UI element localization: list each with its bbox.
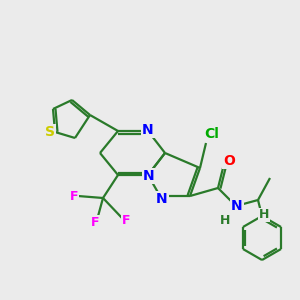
Text: F: F	[122, 214, 130, 226]
Text: N: N	[142, 123, 154, 137]
Text: F: F	[70, 190, 78, 202]
Text: H: H	[220, 214, 230, 226]
Text: N: N	[143, 169, 155, 183]
Text: Cl: Cl	[205, 127, 219, 141]
Text: H: H	[259, 208, 269, 221]
Text: F: F	[91, 215, 99, 229]
Text: S: S	[45, 125, 55, 139]
Text: O: O	[223, 154, 235, 168]
Text: N: N	[231, 199, 243, 213]
Text: N: N	[156, 192, 168, 206]
